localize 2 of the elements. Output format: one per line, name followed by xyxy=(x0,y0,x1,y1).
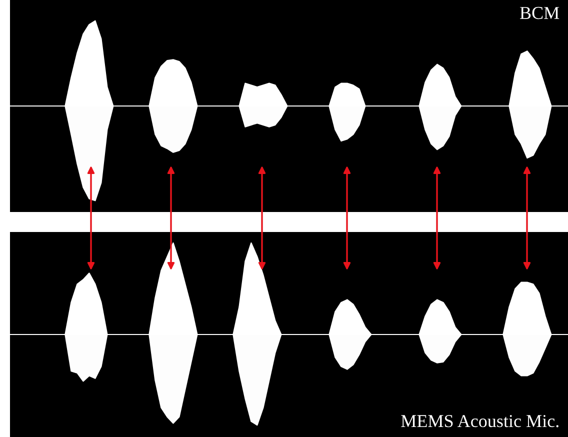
text: BCM xyxy=(520,6,560,20)
annotation: MEMS Acoustic Mic. xyxy=(401,415,558,428)
